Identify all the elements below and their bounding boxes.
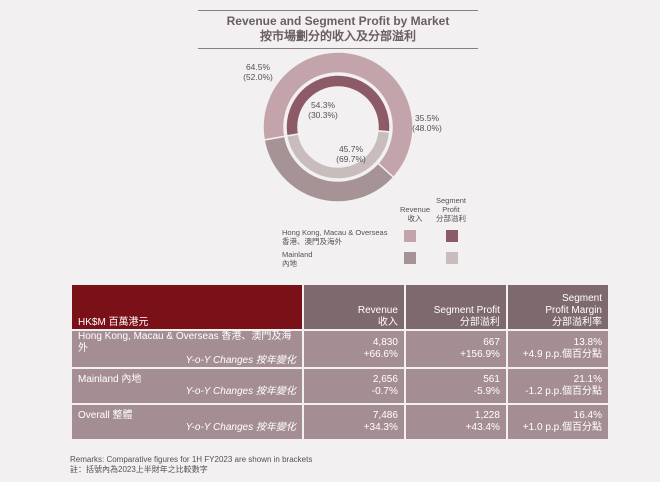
donut-comparative-revenue-mainland: (48.0%) (412, 123, 442, 133)
table-row: Overall 整體 Y-o-Y Changes 按年變化 7,486 +34.3… (72, 405, 608, 439)
header-margin: Segment Profit Margin 分部溢利率 (507, 285, 608, 329)
donut-label-revenue-mainland: 35.5% (415, 113, 440, 123)
table-row: Mainland 內地 Y-o-Y Changes 按年變化 2,656 -0.7… (72, 369, 608, 403)
header-label: HK$M 百萬港元 (72, 285, 302, 329)
donut-label-revenue-hk: 64.5% (246, 62, 271, 72)
donut-slice-revenue-hk (262, 51, 414, 179)
donut-label-profit-hk: 54.3% (311, 100, 336, 110)
row-margin: 13.8% +4.9 p.p.個百分點 (507, 331, 608, 367)
row-margin: 21.1% -1.2 p.p.個百分點 (507, 369, 608, 403)
legend-swatch-revenue-mainland (404, 252, 416, 264)
legend-swatch-revenue-hk (404, 230, 416, 242)
donut-slice-revenue-mainland (263, 135, 395, 203)
row-label: Mainland 內地 Y-o-Y Changes 按年變化 (72, 369, 302, 403)
remarks: Remarks: Comparative figures for 1H FY20… (70, 455, 312, 475)
legend-col-revenue: Revenue 收入 (399, 205, 431, 223)
row-profit: 667 +156.9% (405, 331, 506, 367)
donut-chart: 64.5%(52.0%) 35.5%(48.0%) 54.3%(30.3%) 45.7… (243, 51, 442, 203)
donut-label-profit-mainland: 45.7% (339, 144, 364, 154)
remarks-zh: 註：括號內為2023上半財年之比較數字 (70, 465, 208, 474)
donut-comparative-revenue-hk: (52.0%) (243, 72, 273, 82)
chart-title-zh: 按市場劃分的收入及分部溢利 (259, 29, 416, 43)
row-margin: 16.4% +1.0 p.p.個百分點 (507, 405, 608, 439)
row-label: Hong Kong, Macau & Overseas 香港、澳門及海外 Y-o… (72, 331, 302, 367)
donut-slice-profit-mainland (285, 130, 391, 180)
header-revenue: Revenue 收入 (303, 285, 404, 329)
legend-row-hk: Hong Kong, Macau & Overseas 香港、澳門及海外 (282, 228, 388, 246)
row-revenue: 2,656 -0.7% (303, 369, 404, 403)
remarks-en: Remarks: Comparative figures for 1H FY20… (70, 455, 313, 464)
legend-swatch-profit-hk (446, 230, 458, 242)
donut-comparative-profit-hk: (30.3%) (308, 110, 338, 120)
row-profit: 561 -5.9% (405, 369, 506, 403)
header-profit: Segment Profit 分部溢利 (405, 285, 506, 329)
chart-title: Revenue and Segment Profit by Market 按市場… (198, 10, 478, 49)
summary-table: HK$M 百萬港元 Revenue 收入 Segment Profit 分部溢利… (70, 285, 610, 439)
table-row: Hong Kong, Macau & Overseas 香港、澳門及海外 Y-o… (72, 331, 608, 367)
row-profit: 1,228 +43.4% (405, 405, 506, 439)
row-revenue: 4,830 +66.6% (303, 331, 404, 367)
donut-comparative-profit-mainland: (69.7%) (336, 154, 366, 164)
legend-swatch-profit-mainland (446, 252, 458, 264)
chart-title-en: Revenue and Segment Profit by Market (226, 14, 450, 28)
legend-col-profit: Segment Profit 分部溢利 (435, 196, 467, 223)
row-label: Overall 整體 Y-o-Y Changes 按年變化 (72, 405, 302, 439)
table-header-row: HK$M 百萬港元 Revenue 收入 Segment Profit 分部溢利… (72, 285, 608, 329)
legend-row-mainland: Mainland 內地 (282, 250, 313, 268)
row-revenue: 7,486 +34.3% (303, 405, 404, 439)
